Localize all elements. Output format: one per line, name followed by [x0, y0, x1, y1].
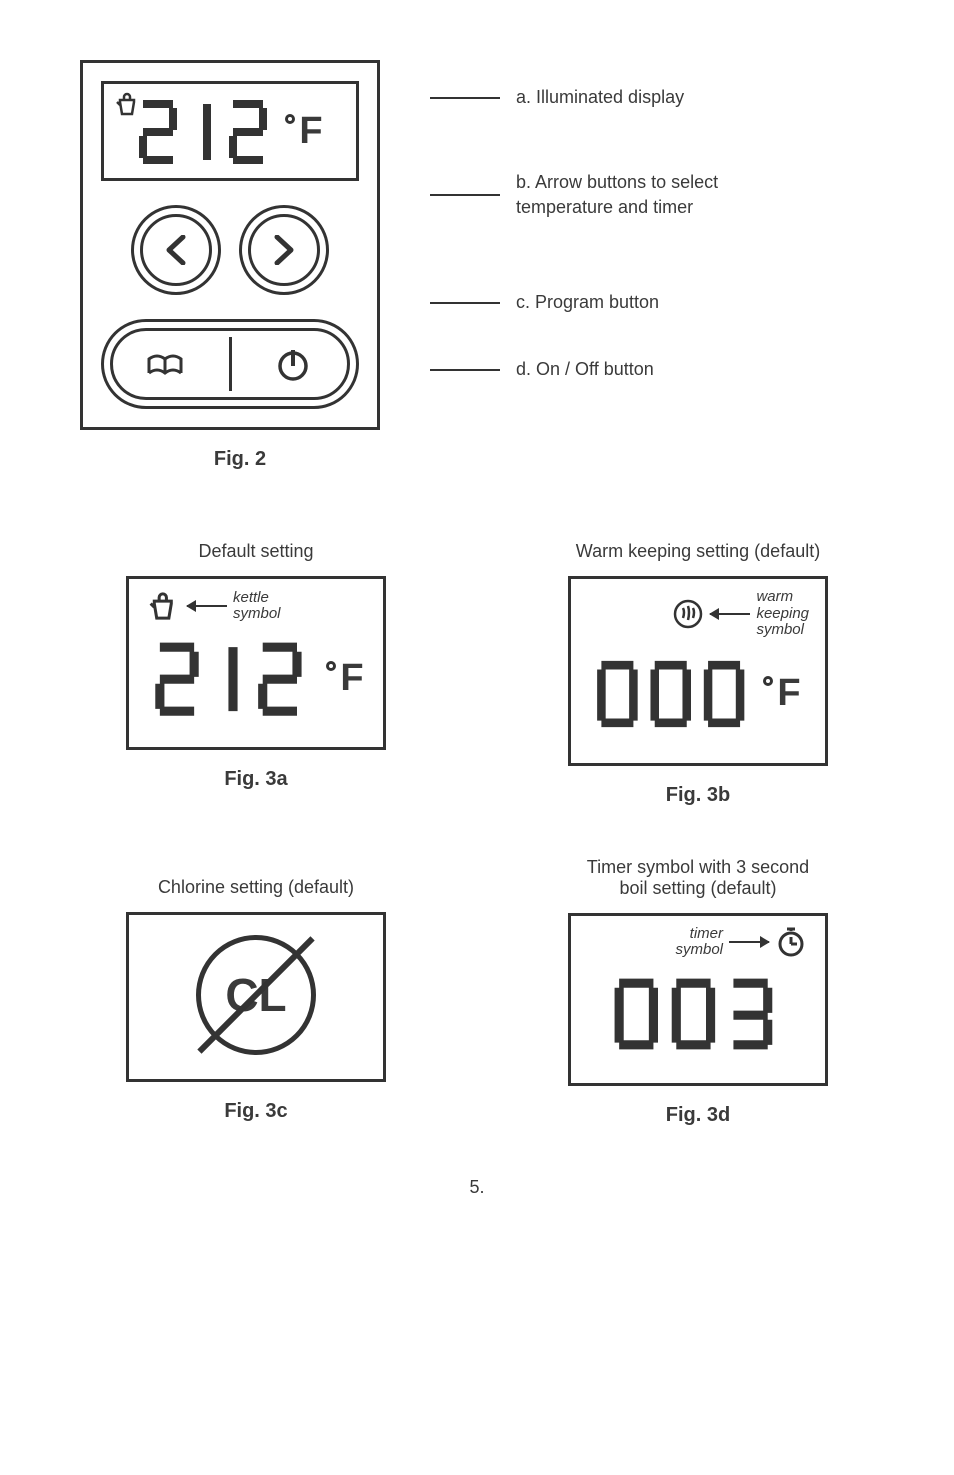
- kettle-icon: [114, 90, 142, 123]
- fig3c-box: CL: [126, 912, 386, 1082]
- timer-icon: [775, 926, 807, 958]
- arrow-left-button[interactable]: [131, 205, 221, 295]
- bottom-buttons: [101, 319, 359, 409]
- seg-000: [595, 654, 755, 734]
- fig3c-cell: Chlorine setting (default) CL Fig. 3c: [80, 857, 432, 1127]
- fig3d-box: timer symbol: [568, 913, 828, 1086]
- fig3b-sym-l3: symbol: [756, 621, 804, 638]
- fig3b-box: warm keeping symbol F: [568, 576, 828, 766]
- button-divider: [229, 337, 232, 391]
- warm-keeping-icon: [672, 598, 704, 630]
- fig3b-sym-l2: keeping: [756, 605, 809, 622]
- fig3a-box: kettle symbol F: [126, 576, 386, 750]
- fig2-block: F: [80, 60, 874, 471]
- kettle-icon: [147, 589, 181, 623]
- fig3-grid: Default setting kettle symbol F: [80, 541, 874, 1127]
- fig3a-label: Fig. 3a: [80, 768, 432, 791]
- fig3a-cell: Default setting kettle symbol F: [80, 541, 432, 807]
- program-button[interactable]: [113, 347, 221, 381]
- unit-f: F: [285, 110, 322, 153]
- seg-212: [137, 96, 277, 166]
- unit-letter: F: [299, 110, 322, 153]
- fig3d-label: Fig. 3d: [522, 1104, 874, 1127]
- fig3b-label: Fig. 3b: [522, 784, 874, 807]
- chevron-left-icon: [163, 235, 189, 265]
- fig3c-label: Fig. 3c: [80, 1100, 432, 1123]
- callout-b: b. Arrow buttons to select temperature a…: [516, 170, 796, 220]
- power-icon: [273, 344, 313, 384]
- arrow-right-button[interactable]: [239, 205, 329, 295]
- page-number: 5.: [80, 1177, 874, 1198]
- on-off-button[interactable]: [240, 344, 348, 384]
- fig3a-unit: F: [340, 657, 363, 700]
- fig3d-sym-l2: symbol: [675, 941, 723, 958]
- fig3c-title: Chlorine setting (default): [80, 877, 432, 898]
- fig3d-title-l1: Timer symbol with 3 second: [587, 857, 809, 877]
- fig2-label: Fig. 2: [80, 448, 400, 471]
- seg-003: [608, 974, 788, 1054]
- chlorine-icon: CL: [196, 935, 316, 1055]
- seg-212: [148, 638, 318, 718]
- fig3a-title: Default setting: [80, 541, 432, 562]
- callout-c: c. Program button: [516, 290, 659, 315]
- callout-d: d. On / Off button: [516, 357, 654, 382]
- callout-a: a. Illuminated display: [516, 85, 684, 110]
- fig3d-sym-l1: timer: [690, 925, 723, 942]
- fig2-callouts: a. Illuminated display b. Arrow buttons …: [400, 60, 874, 400]
- fig3b-cell: Warm keeping setting (default) warm keep…: [522, 541, 874, 807]
- fig3b-sym-l1: warm: [756, 588, 793, 605]
- chevron-right-icon: [271, 235, 297, 265]
- fig3d-cell: Timer symbol with 3 second boil setting …: [522, 857, 874, 1127]
- control-panel: F: [80, 60, 380, 430]
- fig3a-sym-l1: kettle: [233, 589, 269, 606]
- display: F: [101, 81, 359, 181]
- fig3a-sym-l2: symbol: [233, 605, 281, 622]
- fig3d-title-l2: boil setting (default): [619, 878, 776, 898]
- fig3b-title: Warm keeping setting (default): [522, 541, 874, 562]
- book-icon: [145, 347, 189, 381]
- fig3b-unit: F: [777, 672, 800, 715]
